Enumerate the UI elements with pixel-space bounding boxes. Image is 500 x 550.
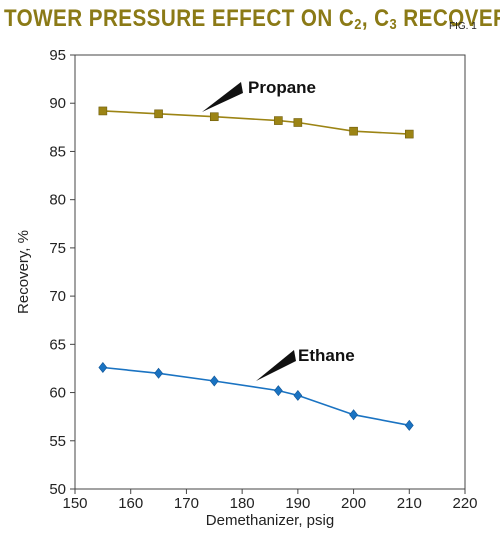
x-tick-label: 220: [452, 495, 477, 512]
ethane-data-point: [293, 389, 303, 401]
ethane-data-point: [209, 375, 219, 387]
x-tick-label: 170: [174, 495, 199, 512]
propane-data-point: [274, 116, 283, 125]
propane-data-point: [98, 106, 108, 116]
propane-data-point: [293, 118, 303, 127]
ethane-data-point: [349, 409, 358, 421]
chart-title: TOWER PRESSURE EFFECT ON C2, C3 RECOVERY: [4, 5, 500, 33]
x-tick-label: 160: [118, 495, 143, 512]
propane-data-point: [209, 112, 219, 122]
y-tick-label: 85: [49, 143, 66, 160]
ethane-data-point: [404, 419, 414, 431]
x-axis-title: Demethanizer, psig: [206, 512, 334, 529]
ethane-data-point: [273, 385, 283, 397]
axis-ticks: 150 160 170 180 190 200 210 220 50 55 60 65 70 75 80 85…: [49, 47, 477, 512]
propane-callout-pointer: [202, 82, 243, 112]
y-tick-label: 50: [49, 481, 66, 498]
plot-area-frame: [74, 54, 466, 490]
ethane-callout-pointer: [256, 350, 296, 381]
y-tick-label: 75: [49, 240, 66, 257]
y-tick-label: 95: [49, 47, 66, 64]
x-tick-label: 200: [341, 495, 366, 512]
propane-series-line: [102, 110, 410, 135]
x-tick-label: 190: [285, 495, 310, 512]
ethane-data-point: [98, 361, 108, 373]
y-tick-label: 80: [49, 192, 66, 209]
propane-data-point: [404, 129, 414, 139]
ethane-data-point: [154, 367, 163, 379]
y-tick-label: 90: [49, 95, 66, 112]
series-markers: [98, 106, 414, 431]
figure-label: FIG. 1: [449, 21, 477, 32]
series-callouts: Propane Ethane: [202, 78, 355, 381]
propane-data-point: [154, 109, 163, 119]
x-tick-label: 150: [62, 495, 87, 512]
y-axis-title: Recovery, %: [15, 230, 32, 314]
ethane-series-line: [102, 366, 410, 427]
y-tick-label: 65: [49, 336, 66, 353]
y-tick-label: 55: [49, 433, 66, 450]
x-tick-label: 180: [230, 495, 255, 512]
x-tick-label: 210: [397, 495, 422, 512]
propane-series-label: Propane: [248, 78, 316, 97]
ethane-series-label: Ethane: [298, 346, 355, 365]
propane-data-point: [349, 126, 358, 136]
y-tick-label: 60: [49, 385, 66, 402]
series-lines: [102, 110, 410, 427]
y-tick-label: 70: [49, 288, 66, 305]
